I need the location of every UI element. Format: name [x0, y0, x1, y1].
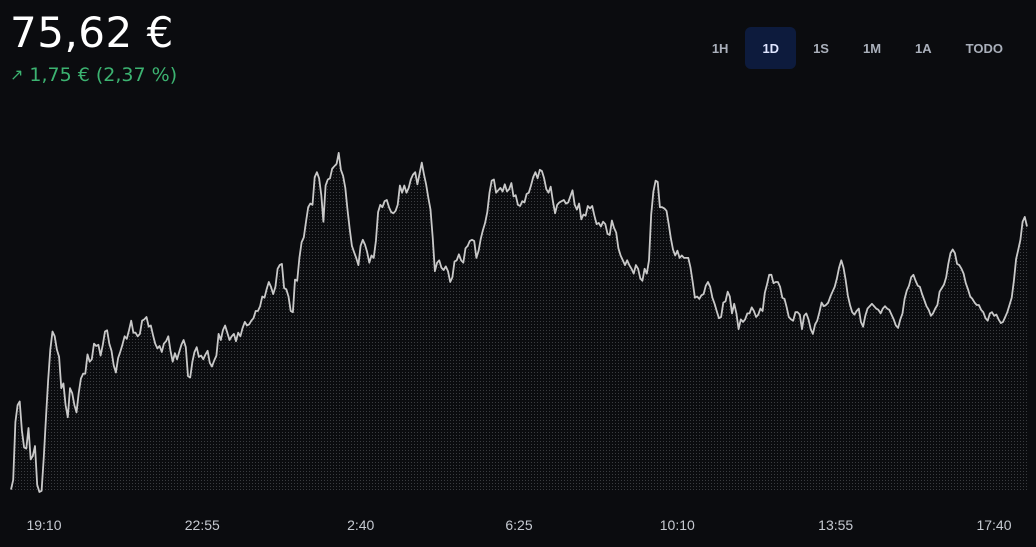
range-button-1s[interactable]: 1S: [813, 40, 829, 56]
price-change: ↗ 1,75 € (2,37 %): [10, 63, 177, 87]
range-button-todo[interactable]: TODO: [965, 40, 1003, 56]
x-tick-label: 13:55: [818, 517, 853, 533]
x-tick-label: 2:40: [347, 517, 374, 533]
range-button-1m[interactable]: 1M: [862, 40, 882, 56]
x-tick-label: 22:55: [185, 517, 220, 533]
x-tick-label: 19:10: [26, 517, 61, 533]
range-button-1a[interactable]: 1A: [915, 40, 932, 56]
range-button-1d[interactable]: 1D: [745, 27, 797, 69]
price-area-fill: [11, 152, 1027, 492]
x-tick-label: 10:10: [660, 517, 695, 533]
price-line: [10, 152, 1028, 493]
range-button-1h[interactable]: 1H: [711, 40, 729, 56]
current-price: 75,62 €: [10, 8, 174, 57]
trend-up-arrow-icon: ↗: [10, 65, 24, 84]
x-tick-label: 6:25: [505, 517, 532, 533]
price-change-text: 1,75 € (2,37 %): [29, 64, 178, 86]
time-range-selector: 1H 1D 1S 1M 1A TODO: [695, 27, 1020, 69]
x-axis-ticks: 19:10 22:55 2:40 6:25 10:10 13:55 17:40: [26, 517, 1011, 533]
x-tick-label: 17:40: [976, 517, 1011, 533]
